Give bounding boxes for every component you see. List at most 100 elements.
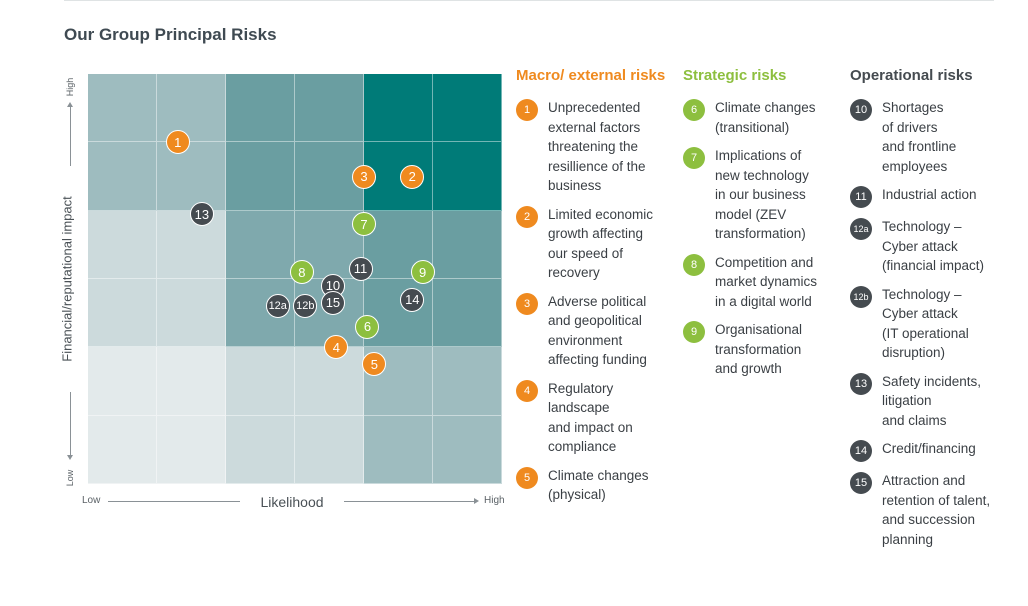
x-axis-low-label: Low xyxy=(82,495,101,506)
risk-marker-4: 4 xyxy=(324,335,349,360)
heatmap-cell xyxy=(295,415,364,484)
y-axis-arrow-down xyxy=(67,455,73,460)
risk-number-badge: 13 xyxy=(850,372,872,395)
risk-marker-9: 9 xyxy=(410,260,435,285)
top-divider xyxy=(64,0,994,1)
heatmap-cell xyxy=(157,347,226,416)
risk-description: Organisational transformation and growth xyxy=(715,322,803,376)
risk-description: Unprecedented external factors threateni… xyxy=(548,100,646,193)
risk-description: Regulatory landscape and impact on compl… xyxy=(548,380,633,455)
risk-description: Safety incidents, litigation and claims xyxy=(882,373,982,428)
macro-risk-item: 3 Adverse political and geopolitical envi… xyxy=(516,292,676,370)
heatmap-cell xyxy=(433,347,502,416)
risk-marker-5: 5 xyxy=(362,352,387,377)
strategic-risk-item: 6 Climate changes (transitional) xyxy=(683,98,843,137)
operational-risk-item: 13 Safety incidents, litigation and claim… xyxy=(850,372,1020,431)
heatmap-cell xyxy=(226,415,295,484)
risk-number-badge: 14 xyxy=(850,440,872,462)
risk-marker-12a: 12a xyxy=(265,294,290,319)
heatmap-cell xyxy=(433,415,502,484)
strategic-risks-column: Strategic risks 6 Climate changes (transi… xyxy=(683,66,843,388)
operational-risk-item: 15 Attraction and retention of talent, an… xyxy=(850,471,1020,549)
macro-risks-heading: Macro/ external risks xyxy=(516,67,666,84)
heatmap-cell xyxy=(157,210,226,279)
operational-risks-column: Operational risks 10 Shortages of drivers… xyxy=(850,66,1020,558)
heatmap-cell xyxy=(364,279,433,348)
risk-number-badge: 1 xyxy=(516,99,538,121)
heatmap-cell xyxy=(157,415,226,484)
risk-number-badge: 5 xyxy=(516,466,538,489)
risk-number-badge: 6 xyxy=(683,99,705,121)
risk-description: Climate changes (transitional) xyxy=(715,100,816,135)
risk-description: Technology – Cyber attack (IT operationa… xyxy=(882,286,969,361)
risk-description: Technology – Cyber attack (financial imp… xyxy=(882,219,985,273)
risk-number-badge: 11 xyxy=(850,186,872,208)
risk-marker-8: 8 xyxy=(289,260,314,285)
risk-number-badge: 7 xyxy=(683,147,705,169)
heatmap-cell xyxy=(433,279,502,348)
risk-number-badge: 4 xyxy=(516,379,538,402)
heatmap-cell xyxy=(433,74,502,143)
risk-marker-12b: 12b xyxy=(293,294,318,319)
heatmap-cell xyxy=(364,74,433,143)
heatmap-cell xyxy=(364,415,433,484)
strategic-risk-item: 8 Competition and market dynamics in a di… xyxy=(683,253,843,312)
risk-number-badge: 3 xyxy=(516,292,538,315)
risk-marker-1: 1 xyxy=(165,130,190,155)
y-axis-line-lower xyxy=(70,392,71,456)
heatmap-cell xyxy=(226,142,295,211)
operational-risks-list: 10 Shortages of drivers and frontline emp… xyxy=(850,98,1020,549)
macro-risk-item: 5 Climate changes (physical) xyxy=(516,466,676,505)
strategic-risk-item: 9 Organisational transformation and growt… xyxy=(683,320,843,379)
risk-description: Competition and market dynamics in a dig… xyxy=(715,254,818,309)
macro-risk-item: 2 Limited economic growth affecting our s… xyxy=(516,205,676,283)
operational-risk-item: 11 Industrial action xyxy=(850,185,1020,208)
risk-description: Attraction and retention of talent, and … xyxy=(882,473,991,547)
heatmap-cell xyxy=(226,74,295,143)
heatmap-cell xyxy=(88,74,157,143)
heatmap-cell xyxy=(295,74,364,143)
x-axis-line-left xyxy=(108,501,240,502)
macro-risks-list: 1 Unprecedented external factors threaten… xyxy=(516,98,676,505)
operational-risk-item: 14 Credit/financing xyxy=(850,439,1020,462)
risk-description: Industrial action xyxy=(882,187,977,202)
operational-risk-item: 12b Technology – Cyber attack (IT operati… xyxy=(850,285,1020,363)
risk-marker-6: 6 xyxy=(355,314,380,339)
x-axis-high-label: High xyxy=(484,495,505,506)
heatmap-cell xyxy=(157,279,226,348)
risk-marker-11: 11 xyxy=(348,256,373,281)
risk-number-badge: 8 xyxy=(683,253,705,276)
risk-number-badge: 15 xyxy=(850,472,872,494)
risk-marker-13: 13 xyxy=(189,202,214,227)
risk-description: Shortages of drivers and frontline emplo… xyxy=(882,100,957,174)
x-axis-arrow-right xyxy=(474,498,479,504)
heatmap-cell xyxy=(226,210,295,279)
risk-description: Climate changes (physical) xyxy=(548,467,649,503)
risk-marker-7: 7 xyxy=(352,212,376,237)
risk-heatmap: 1 2 3 4 5 6 7 8 9 10 11 12a 12b 13 14 15 xyxy=(88,74,502,484)
risk-number-badge: 12b xyxy=(850,285,872,308)
risk-number-badge: 9 xyxy=(683,321,705,343)
heatmap-cell xyxy=(88,279,157,348)
risk-number-badge: 12a xyxy=(850,218,872,240)
macro-risk-item: 1 Unprecedented external factors threaten… xyxy=(516,98,676,196)
heatmap-cell xyxy=(157,74,226,143)
x-axis-line-right xyxy=(344,501,474,502)
risk-number-badge: 10 xyxy=(850,99,872,121)
risk-number-badge: 2 xyxy=(516,205,538,228)
risk-description: Limited economic growth affecting our sp… xyxy=(548,206,654,281)
page-title: Our Group Principal Risks xyxy=(64,25,277,44)
risk-marker-15: 15 xyxy=(320,290,345,315)
heatmap-cell xyxy=(226,347,295,416)
heatmap-cell xyxy=(157,142,226,211)
y-axis-title: Financial/reputational impact xyxy=(59,196,75,362)
risk-description: Adverse political and geopolitical envir… xyxy=(548,293,647,368)
x-axis-title: Likelihood xyxy=(260,494,324,510)
risk-marker-2: 2 xyxy=(400,164,425,189)
operational-risk-item: 10 Shortages of drivers and frontline emp… xyxy=(850,98,1020,176)
risk-description: Credit/financing xyxy=(882,441,976,456)
macro-risks-column: Macro/ external risks 1 Unprecedented ext… xyxy=(516,66,676,514)
operational-risks-heading: Operational risks xyxy=(850,67,973,84)
macro-risk-item: 4 Regulatory landscape and impact on comp… xyxy=(516,379,676,457)
strategic-risks-list: 6 Climate changes (transitional) 7 Implicat… xyxy=(683,98,843,379)
